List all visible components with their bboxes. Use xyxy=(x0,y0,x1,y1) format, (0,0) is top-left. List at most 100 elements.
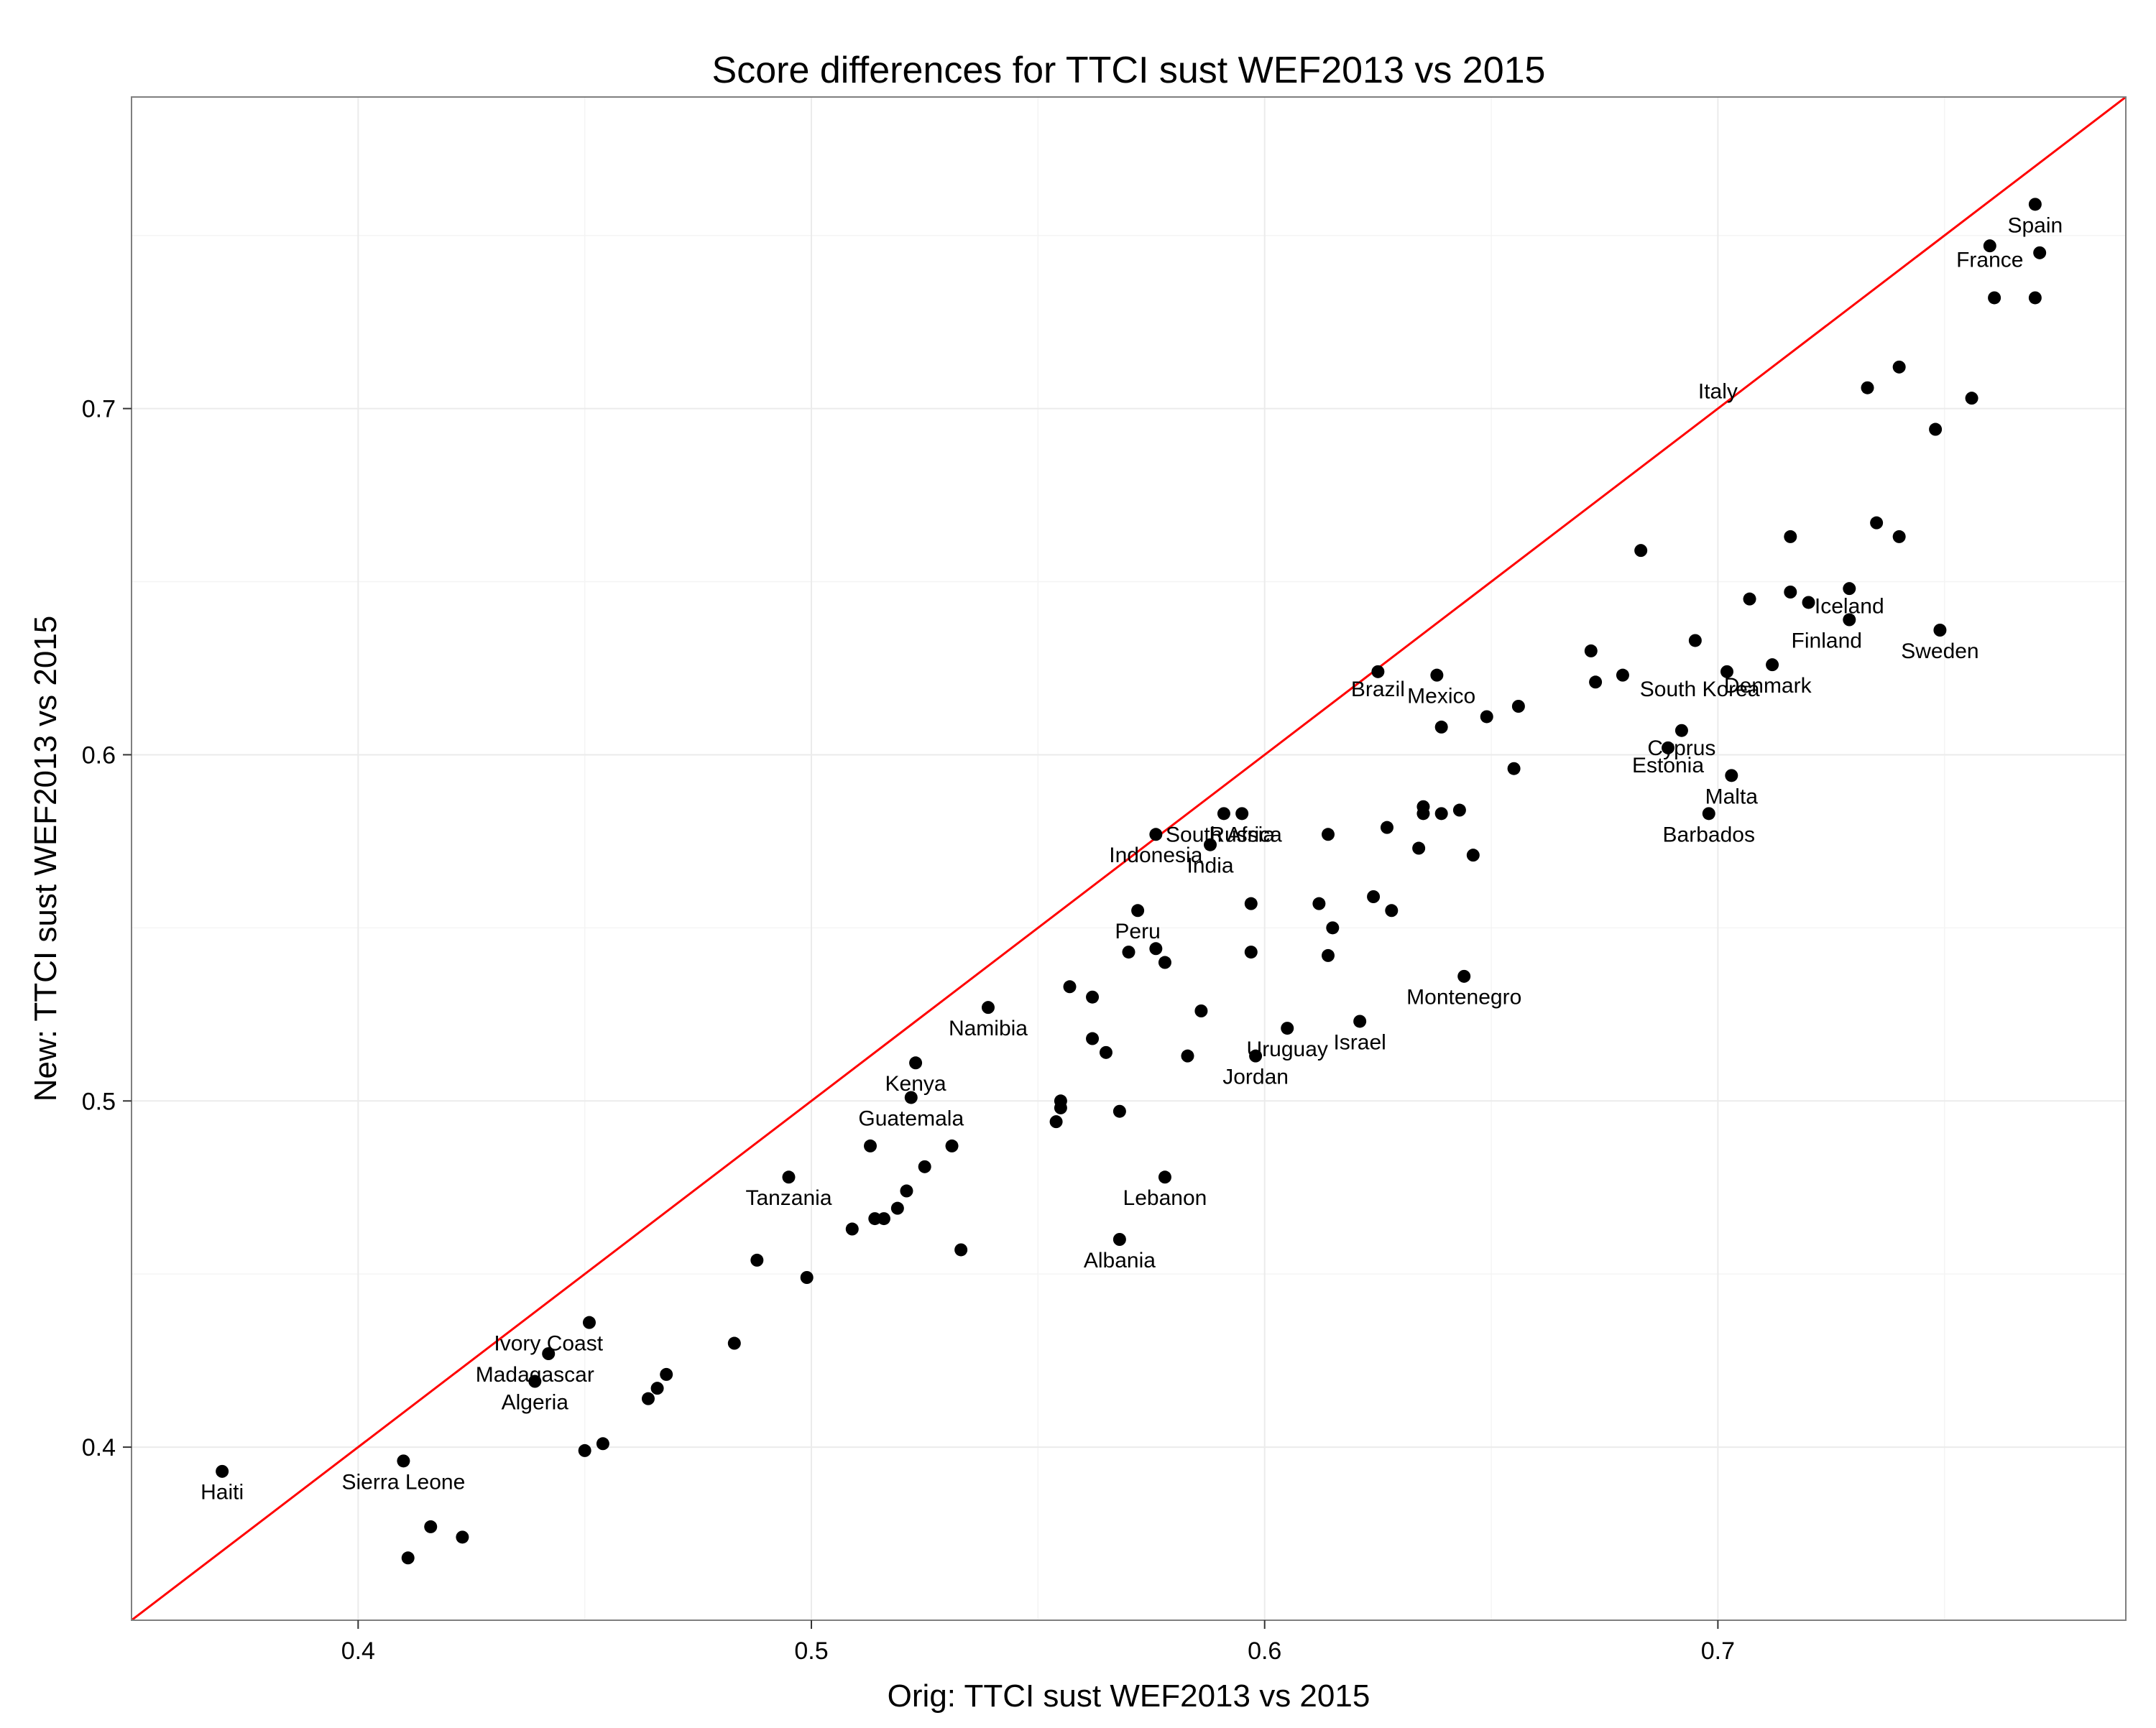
data-point xyxy=(1616,668,1629,682)
data-point xyxy=(1983,239,1996,253)
data-point xyxy=(1674,724,1688,737)
x-axis-title: Orig: TTCI sust WEF2013 vs 2015 xyxy=(888,1678,1370,1714)
data-point xyxy=(1312,897,1326,910)
point-label: Madagascar xyxy=(476,1363,594,1387)
data-point xyxy=(1870,516,1884,530)
x-tick-label: 0.6 xyxy=(1248,1637,1281,1665)
data-point xyxy=(890,1201,904,1215)
data-point xyxy=(1784,586,1797,599)
data-point xyxy=(1634,544,1648,558)
point-label: Indonesia xyxy=(1109,844,1202,867)
data-point xyxy=(1892,530,1906,543)
point-label: South Africa xyxy=(1166,823,1282,846)
y-tick-label: 0.5 xyxy=(82,1088,116,1115)
point-label: Tanzania xyxy=(745,1186,831,1210)
data-point xyxy=(2028,291,2042,305)
point-label: Barbados xyxy=(1663,823,1755,846)
point-label: Kenya xyxy=(885,1072,946,1096)
data-point xyxy=(1430,668,1444,682)
grid-lines xyxy=(131,97,2126,1621)
point-label: Sweden xyxy=(1901,639,1978,663)
point-label: Italy xyxy=(1698,380,1738,404)
data-point xyxy=(1457,969,1471,983)
point-label: Uruguay xyxy=(1247,1038,1328,1061)
panel-border xyxy=(131,96,2127,1621)
x-tick-label: 0.7 xyxy=(1701,1637,1735,1665)
data-point xyxy=(1217,807,1230,821)
data-point xyxy=(1766,658,1779,672)
point-label: Peru xyxy=(1115,920,1160,943)
data-point xyxy=(1861,381,1874,394)
data-point xyxy=(864,1139,877,1152)
data-point xyxy=(1725,769,1738,782)
data-point xyxy=(1367,890,1381,903)
data-point xyxy=(1063,980,1077,994)
data-point xyxy=(1802,596,1815,609)
data-point xyxy=(1929,422,1943,436)
data-point xyxy=(1965,392,1978,405)
data-point xyxy=(1244,946,1258,959)
x-tick-label: 0.4 xyxy=(341,1637,375,1665)
point-label: Finland xyxy=(1792,629,1862,652)
data-point xyxy=(1371,665,1385,678)
point-labels: Spain France Italy Iceland Finland Sweden Sout… xyxy=(201,213,2063,1504)
data-point xyxy=(1843,613,1856,627)
point-label: France xyxy=(1956,248,2023,272)
point-label: Iceland xyxy=(1815,594,1884,618)
data-point xyxy=(868,1212,882,1226)
y-tick-label: 0.6 xyxy=(82,741,116,769)
data-point xyxy=(1353,1015,1367,1028)
data-point xyxy=(1452,803,1466,817)
data-point xyxy=(1086,990,1100,1004)
data-point xyxy=(1702,807,1715,821)
data-point xyxy=(1933,624,1947,637)
point-label: Guatemala xyxy=(858,1106,964,1130)
y-tick-label: 0.4 xyxy=(82,1434,116,1461)
data-point xyxy=(1720,665,1733,678)
data-point xyxy=(918,1160,931,1173)
data-point xyxy=(981,1001,995,1015)
data-point xyxy=(1249,1049,1263,1063)
data-point xyxy=(1281,1022,1294,1035)
point-label: Haiti xyxy=(201,1481,244,1505)
data-point xyxy=(1466,849,1480,862)
data-point xyxy=(650,1382,664,1395)
data-point xyxy=(216,1464,229,1478)
data-point xyxy=(1843,582,1856,596)
data-point xyxy=(2028,198,2042,211)
data-point xyxy=(1385,904,1399,918)
data-point xyxy=(1892,360,1906,374)
point-label: South Korea xyxy=(1640,678,1760,701)
point-label: Denmark xyxy=(1724,674,1812,698)
y-axis-title: New: TTCI sust WEF2013 vs 2015 xyxy=(28,616,63,1102)
data-point xyxy=(1122,946,1135,959)
point-label: Estonia xyxy=(1632,754,1704,777)
data-point xyxy=(954,1243,968,1257)
data-point xyxy=(845,1222,859,1236)
point-label: Namibia xyxy=(949,1017,1028,1040)
point-label: India xyxy=(1187,854,1233,878)
point-label: Israel xyxy=(1333,1030,1386,1054)
data-point xyxy=(1322,948,1335,962)
point-label: Russia xyxy=(1209,823,1275,846)
point-label: Spain xyxy=(2007,213,2063,237)
data-point xyxy=(1434,807,1448,821)
data-point xyxy=(727,1336,741,1350)
data-point xyxy=(945,1139,959,1152)
point-label: Cyprus xyxy=(1647,736,1715,760)
point-label: Brazil xyxy=(1351,678,1405,701)
data-point xyxy=(1434,720,1448,734)
data-point xyxy=(1149,942,1163,956)
point-label: Mexico xyxy=(1407,685,1475,708)
data-point xyxy=(800,1271,814,1284)
data-point xyxy=(1380,821,1393,834)
data-point xyxy=(1149,828,1163,841)
data-point xyxy=(1131,904,1145,918)
data-point xyxy=(1322,828,1335,841)
data-point xyxy=(1054,1101,1067,1114)
data-points xyxy=(216,198,2047,1565)
data-point xyxy=(397,1454,410,1468)
